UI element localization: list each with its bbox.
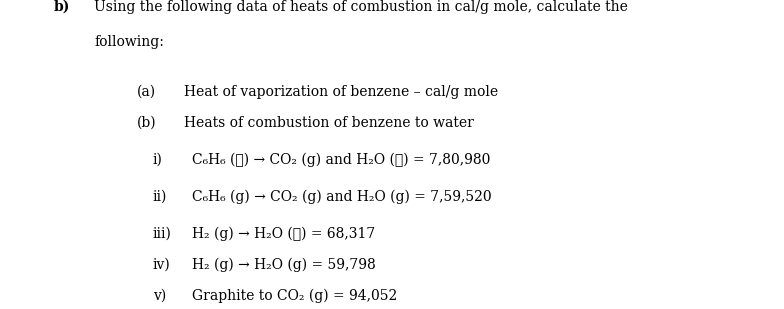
Text: Heats of combustion of benzene to water: Heats of combustion of benzene to water: [184, 116, 474, 130]
Text: Graphite to CO₂ (g) = 94,052: Graphite to CO₂ (g) = 94,052: [192, 288, 397, 303]
Text: C₆H₆ (g) → CO₂ (g) and H₂O (g) = 7,59,520: C₆H₆ (g) → CO₂ (g) and H₂O (g) = 7,59,52…: [192, 189, 492, 204]
Text: C₆H₆ (ℓ) → CO₂ (g) and H₂O (ℓ) = 7,80,980: C₆H₆ (ℓ) → CO₂ (g) and H₂O (ℓ) = 7,80,98…: [192, 152, 491, 167]
Text: following:: following:: [94, 36, 164, 49]
Text: iii): iii): [153, 227, 172, 241]
Text: ii): ii): [153, 190, 167, 204]
Text: b): b): [53, 0, 70, 14]
Text: (b): (b): [137, 116, 157, 130]
Text: Using the following data of heats of combustion in cal/g mole, calculate the: Using the following data of heats of com…: [94, 0, 628, 14]
Text: (a): (a): [137, 85, 156, 99]
Text: iv): iv): [153, 258, 171, 272]
Text: i): i): [153, 153, 163, 167]
Text: H₂ (g) → H₂O (ℓ) = 68,317: H₂ (g) → H₂O (ℓ) = 68,317: [192, 226, 376, 241]
Text: Heat of vaporization of benzene – cal/g mole: Heat of vaporization of benzene – cal/g …: [184, 85, 499, 99]
Text: H₂ (g) → H₂O (g) = 59,798: H₂ (g) → H₂O (g) = 59,798: [192, 257, 376, 272]
Text: v): v): [153, 289, 166, 303]
